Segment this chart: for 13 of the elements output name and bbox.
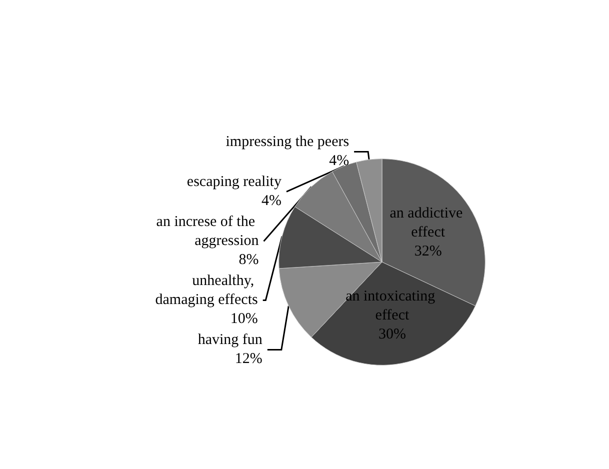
data-label: 10% — [230, 311, 258, 328]
data-label: 30% — [378, 326, 406, 343]
data-label: 12% — [234, 351, 262, 368]
slice-label: unhealthy, damaging effects — [155, 273, 258, 308]
data-label: 8% — [238, 252, 259, 268]
slice-label: an addictive effect — [390, 206, 466, 241]
data-label: 32% — [414, 244, 442, 260]
slice-label: having fun — [198, 332, 263, 348]
slice-label: escaping reality — [186, 174, 282, 190]
data-label: 4% — [261, 193, 282, 210]
slice-label: an increse of the aggression — [156, 214, 260, 250]
slice-label: impressing the peers — [226, 134, 350, 150]
data-label: 4% — [329, 153, 350, 170]
